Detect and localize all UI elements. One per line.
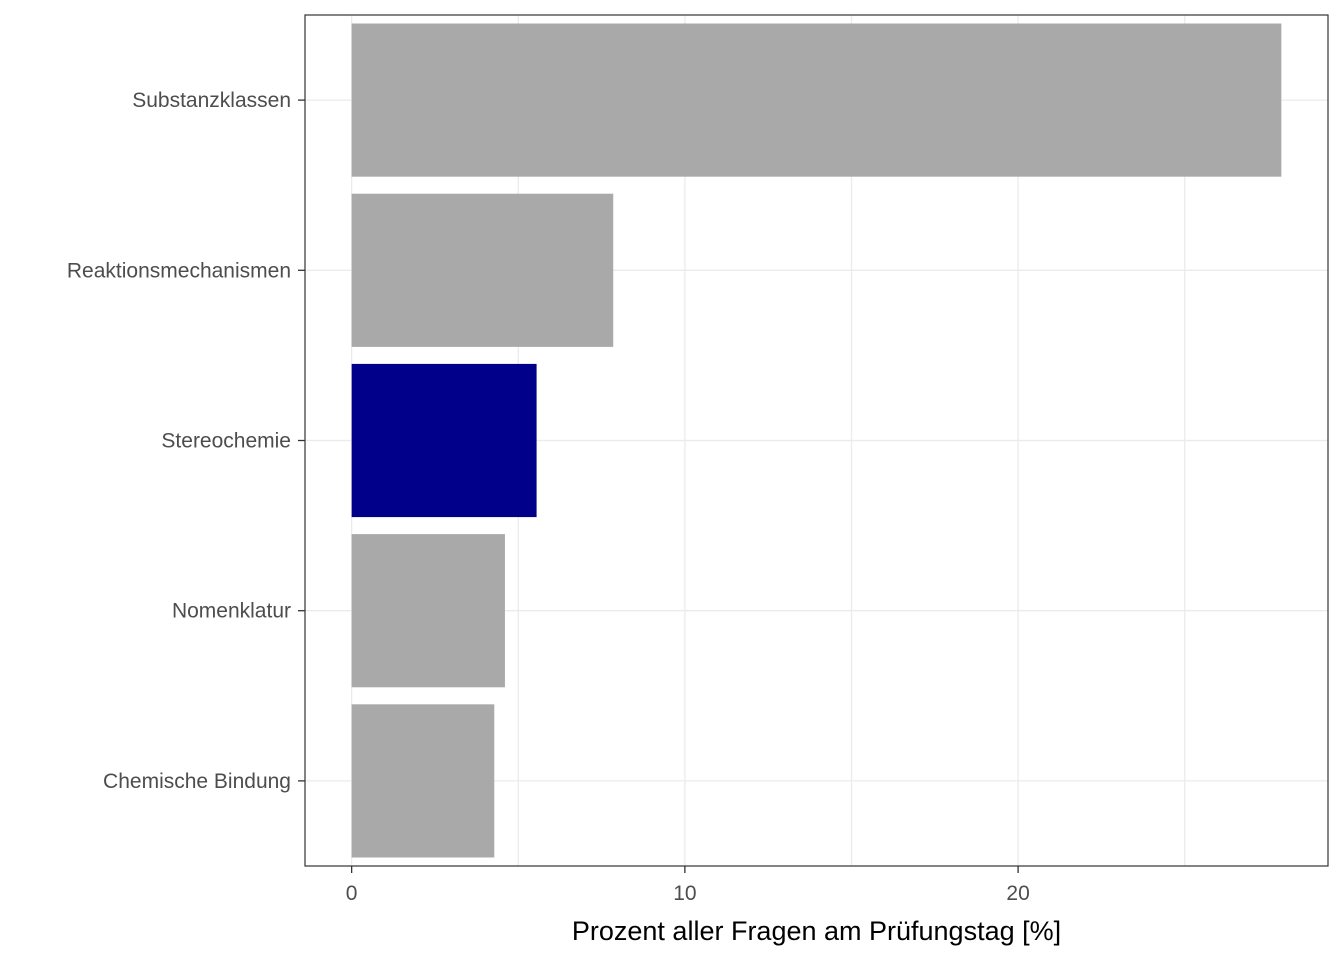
bar-nomenklatur: [351, 534, 505, 688]
bar-substanzklassen: [351, 23, 1282, 177]
y-tick-label: Substanzklassen: [132, 89, 291, 112]
y-axis: Substanzklassen Reaktionsmechanismen Stere…: [67, 89, 305, 793]
x-axis-title: Prozent aller Fragen am Prüfungstag [%]: [572, 916, 1061, 946]
y-tick-label: Nomenklatur: [172, 600, 291, 623]
x-tick-label: 10: [673, 882, 696, 905]
y-tick-label: Reaktionsmechanismen: [67, 259, 291, 282]
y-tick-label: Stereochemie: [161, 430, 291, 453]
bar-reaktionsmechanismen: [351, 193, 614, 347]
x-tick-label: 0: [346, 882, 358, 905]
bar-stereochemie: [351, 363, 537, 518]
y-tick-label: Chemische Bindung: [103, 770, 291, 793]
bar-chemische-bindung: [351, 704, 495, 858]
x-tick-label: 20: [1006, 882, 1029, 905]
x-axis: 0 10 20: [346, 866, 1030, 905]
bars: [351, 23, 1282, 858]
